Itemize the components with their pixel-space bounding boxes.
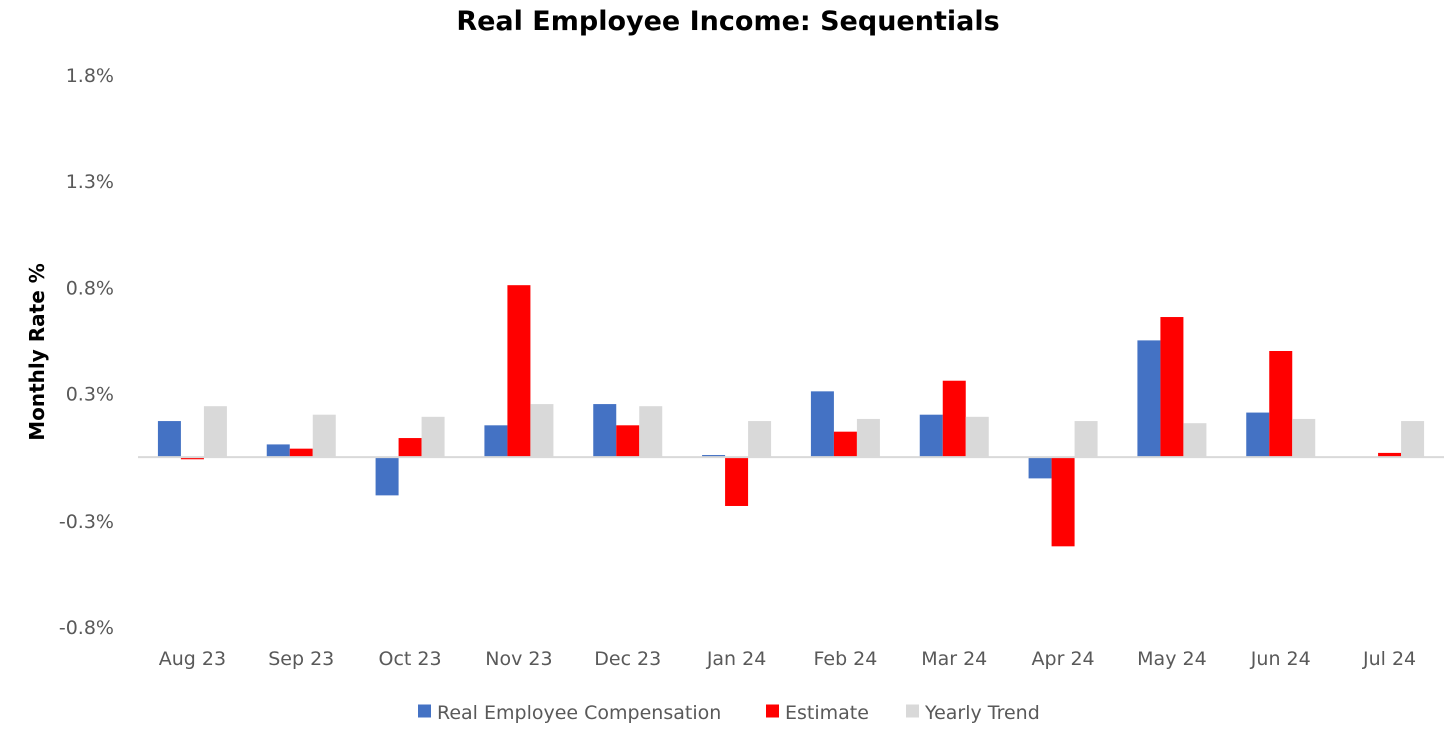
bar-real-employee-compensation-nov-23 [484, 425, 508, 458]
legend-label-yearly-trend: Yearly Trend [924, 702, 1040, 724]
x-tick-label: Oct 23 [379, 648, 442, 670]
x-tick-label: Sep 23 [268, 648, 334, 670]
bar-estimate-jan-24 [725, 457, 749, 506]
bar-estimate-may-24 [1160, 317, 1184, 458]
chart-title: Real Employee Income: Sequentials [456, 6, 999, 37]
legend-label-estimate: Estimate [785, 702, 869, 724]
x-tick-label: Jan 24 [706, 648, 767, 670]
x-tick-label: Feb 24 [813, 648, 877, 670]
bar-yearly-trend-sep-23 [312, 414, 336, 458]
x-tick-label: May 24 [1137, 648, 1207, 670]
bar-real-employee-compensation-aug-23 [157, 421, 181, 458]
bar-estimate-dec-23 [616, 425, 640, 458]
x-tick-label: Aug 23 [159, 648, 226, 670]
bar-yearly-trend-jun-24 [1292, 418, 1316, 458]
bar-estimate-nov-23 [507, 285, 531, 458]
y-tick-label: 0.8% [66, 277, 114, 299]
y-tick-label: 1.3% [66, 171, 114, 193]
y-tick-label: -0.3% [59, 511, 114, 533]
y-tick-label: -0.8% [59, 617, 114, 639]
bar-estimate-jul-24 [1378, 452, 1402, 458]
legend-swatch-yearly-trend [906, 704, 919, 718]
bar-real-employee-compensation-oct-23 [375, 457, 399, 496]
bar-estimate-apr-24 [1051, 457, 1075, 547]
bar-estimate-feb-24 [833, 431, 857, 458]
bar-real-employee-compensation-feb-24 [810, 391, 834, 458]
bar-yearly-trend-dec-23 [639, 406, 663, 458]
legend-swatch-real-employee-compensation [418, 704, 431, 718]
x-tick-label: Dec 23 [594, 648, 661, 670]
bar-yearly-trend-mar-24 [965, 416, 989, 458]
bar-estimate-sep-23 [289, 448, 313, 458]
bar-real-employee-compensation-dec-23 [593, 404, 617, 458]
bar-real-employee-compensation-may-24 [1137, 340, 1161, 458]
y-axis-ticks: 1.8% 1.3% 0.8% 0.3% -0.3% -0.8% [59, 65, 114, 639]
x-tick-label: Jul 24 [1362, 648, 1416, 670]
bar-estimate-mar-24 [942, 380, 966, 458]
bar-yearly-trend-oct-23 [421, 416, 445, 458]
legend-swatch-estimate [766, 704, 779, 718]
bar-estimate-aug-23 [180, 457, 204, 460]
bar-yearly-trend-jul-24 [1401, 421, 1425, 458]
bar-real-employee-compensation-jan-24 [702, 455, 726, 458]
y-tick-label: 0.3% [66, 383, 114, 405]
x-tick-label: Nov 23 [485, 648, 552, 670]
bar-yearly-trend-aug-23 [203, 406, 227, 458]
bar-estimate-oct-23 [398, 438, 422, 458]
bar-yearly-trend-nov-23 [530, 404, 554, 458]
legend: Real Employee Compensation Estimate Yearly… [418, 702, 1040, 724]
bar-yearly-trend-may-24 [1183, 423, 1207, 458]
legend-label-real-employee-compensation: Real Employee Compensation [437, 702, 721, 724]
bar-estimate-jun-24 [1269, 351, 1293, 458]
bar-yearly-trend-apr-24 [1074, 421, 1098, 458]
y-axis-label: Monthly Rate % [25, 263, 49, 441]
bar-real-employee-compensation-mar-24 [919, 414, 943, 458]
x-tick-label: Jun 24 [1250, 648, 1311, 670]
bars [157, 285, 1425, 547]
bar-real-employee-compensation-jun-24 [1246, 412, 1270, 458]
y-tick-label: 1.8% [66, 65, 114, 87]
bar-yearly-trend-jan-24 [748, 421, 772, 458]
bar-yearly-trend-feb-24 [856, 418, 880, 458]
x-axis-ticks: Aug 23 Sep 23 Oct 23 Nov 23 Dec 23 Jan 24 Feb … [159, 648, 1416, 670]
x-tick-label: Mar 24 [921, 648, 987, 670]
x-tick-label: Apr 24 [1032, 648, 1095, 670]
bar-real-employee-compensation-apr-24 [1028, 457, 1052, 479]
bar-real-employee-compensation-sep-23 [266, 444, 290, 458]
